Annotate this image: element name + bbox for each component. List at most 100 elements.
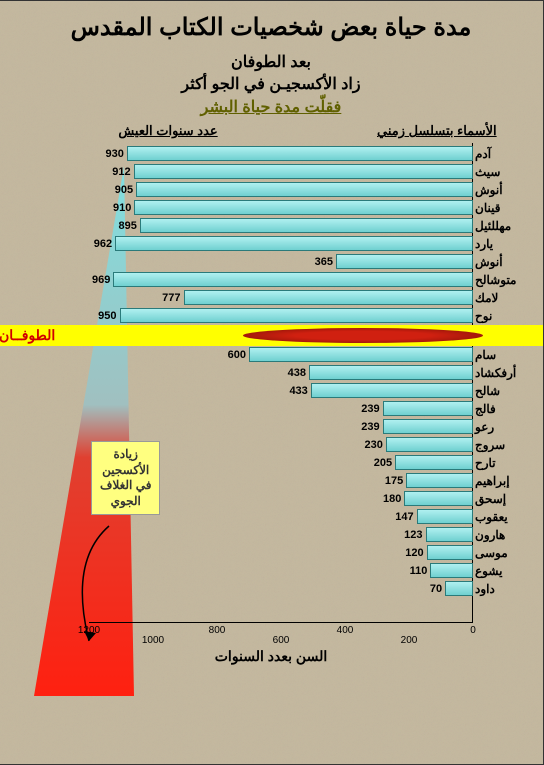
x-axis: 040080012002006001000 xyxy=(89,622,473,643)
lifespan-value: 600 xyxy=(225,349,249,361)
lifespan-value: 910 xyxy=(110,202,134,214)
oxygen-note: زيادة الأكسجين في الغلاف الجوي xyxy=(91,441,160,515)
lifespan-value: 147 xyxy=(392,511,416,523)
person-name: إبراهيم xyxy=(473,474,533,488)
header-years: عدد سنوات العيش xyxy=(19,123,377,139)
person-name: رعو xyxy=(473,420,533,434)
person-name: أرفكشاد xyxy=(473,366,533,380)
main-title: مدة حياة بعض شخصيات الكتاب المقدس xyxy=(0,1,543,52)
lifespan-value: 230 xyxy=(362,439,386,451)
lifespan-value: 950 xyxy=(95,310,119,322)
lifespan-value: 205 xyxy=(371,457,395,469)
bar-row: متوشالح 969 xyxy=(89,271,533,288)
lifespan-value: 895 xyxy=(116,220,140,232)
person-name: يارد xyxy=(473,237,533,251)
lifespan-value: 120 xyxy=(402,547,426,559)
lifespan-value: 433 xyxy=(286,385,310,397)
person-name: لامك xyxy=(473,291,533,305)
lifespan-bar xyxy=(426,527,474,542)
person-name: سام xyxy=(473,348,533,362)
bar-row: نوح 950 xyxy=(89,307,533,324)
bar-row: مهللئيل 895 xyxy=(89,217,533,234)
lifespan-bar xyxy=(404,491,473,506)
lifespan-bar xyxy=(311,383,473,398)
bar-row: يارد 962 xyxy=(89,235,533,252)
person-name: موسى xyxy=(473,546,533,560)
person-name: قينان xyxy=(473,201,533,215)
x-tick: 1200 xyxy=(78,625,100,636)
lifespan-chart: آدم 930سيث 912أنوش 905قينان 910مهللئيل 8… xyxy=(9,143,533,673)
lifespan-bar xyxy=(115,236,473,251)
subtitle-l2: زاد الأكسجيـن في الجو أكثر xyxy=(0,74,543,96)
bar-row: آدم 930 xyxy=(89,145,533,162)
person-name: هارون xyxy=(473,528,533,542)
lifespan-bar xyxy=(386,437,473,452)
bar-row: سيث 912 xyxy=(89,163,533,180)
bar-row: أنوش 905 xyxy=(89,181,533,198)
person-name: أنوش xyxy=(473,183,533,197)
person-name: نوح xyxy=(473,309,533,323)
bar-row: لامك 777 xyxy=(89,289,533,306)
person-name: يعقوب xyxy=(473,510,533,524)
lifespan-value: 239 xyxy=(358,403,382,415)
subtitle-l3: فقلّت مدة حياة البشر xyxy=(0,97,543,119)
bar-row: قينان 910 xyxy=(89,199,533,216)
lifespan-bar xyxy=(134,164,473,179)
lifespan-value: 239 xyxy=(358,421,382,433)
person-name: سروج xyxy=(473,438,533,452)
bars-area: آدم 930سيث 912أنوش 905قينان 910مهللئيل 8… xyxy=(89,143,473,623)
lifespan-bar xyxy=(113,272,473,287)
subtitle: بعد الطوفان زاد الأكسجيـن في الجو أكثر ف… xyxy=(0,52,543,119)
lifespan-bar xyxy=(309,365,473,380)
header-names: الأسماء بتسلسل زمني xyxy=(377,123,523,139)
column-headers: الأسماء بتسلسل زمني عدد سنوات العيش xyxy=(0,123,543,143)
lifespan-value: 180 xyxy=(380,493,404,505)
x-tick-minor: 600 xyxy=(273,635,290,646)
x-tick-minor: 200 xyxy=(401,635,418,646)
lifespan-bar xyxy=(445,581,473,596)
lifespan-value: 930 xyxy=(103,148,127,160)
lifespan-value: 912 xyxy=(109,166,133,178)
person-name: داود xyxy=(473,582,533,596)
x-tick: 400 xyxy=(337,625,354,636)
lifespan-bar xyxy=(127,146,473,161)
lifespan-bar xyxy=(134,200,473,215)
lifespan-value: 905 xyxy=(112,184,136,196)
x-tick: 800 xyxy=(209,625,226,636)
person-name: يشوع xyxy=(473,564,533,578)
person-name: إسحق xyxy=(473,492,533,506)
x-tick-minor: 1000 xyxy=(142,635,164,646)
x-tick: 0 xyxy=(470,625,476,636)
lifespan-bar xyxy=(383,401,473,416)
lifespan-value: 969 xyxy=(89,274,113,286)
lifespan-value: 365 xyxy=(312,256,336,268)
lifespan-bar xyxy=(120,308,474,323)
bar-row: سام 600 xyxy=(89,346,533,363)
lifespan-bar xyxy=(417,509,473,524)
person-name: أنوش xyxy=(473,255,533,269)
bar-row: رعو 239 xyxy=(89,418,533,435)
lifespan-value: 123 xyxy=(401,529,425,541)
person-name: مهللئيل xyxy=(473,219,533,233)
lifespan-bar xyxy=(406,473,473,488)
person-name: آدم xyxy=(473,147,533,161)
lifespan-bar xyxy=(395,455,473,470)
bar-row: هارون 123 xyxy=(89,526,533,543)
bar-row: موسى 120 xyxy=(89,544,533,561)
x-axis-label: السن بعدد السنوات xyxy=(9,648,533,665)
flood-marker: الطوفــان xyxy=(0,325,543,346)
flood-label: الطوفــان xyxy=(0,327,61,344)
lifespan-value: 962 xyxy=(91,238,115,250)
bar-row: فالج 239 xyxy=(89,400,533,417)
lifespan-bar xyxy=(136,182,473,197)
lifespan-bar xyxy=(336,254,473,269)
lifespan-value: 110 xyxy=(407,565,431,577)
lifespan-bar xyxy=(184,290,473,305)
person-name: سيث xyxy=(473,165,533,179)
person-name: فالج xyxy=(473,402,533,416)
person-name: تارح xyxy=(473,456,533,470)
lifespan-bar xyxy=(427,545,473,560)
lifespan-value: 175 xyxy=(382,475,406,487)
lifespan-value: 777 xyxy=(159,292,183,304)
subtitle-l1: بعد الطوفان xyxy=(0,52,543,74)
